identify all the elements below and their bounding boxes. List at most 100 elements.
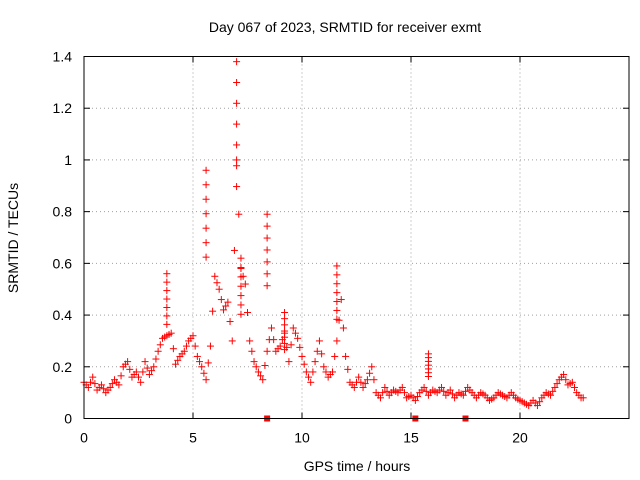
data-point: [241, 280, 249, 288]
data-point: [206, 342, 214, 350]
data-point: [196, 358, 204, 366]
data-point: [549, 387, 557, 395]
grid-lines: [84, 56, 629, 419]
data-point: [189, 332, 197, 340]
data-point: [571, 383, 578, 391]
data-point: [246, 337, 254, 345]
data-point: [302, 368, 310, 376]
data-point: [562, 376, 570, 384]
data-point: [152, 355, 160, 363]
data-point: [202, 181, 210, 189]
data-point: [267, 324, 275, 332]
data-point: [568, 378, 576, 386]
data-point: [533, 402, 541, 410]
data-point: [257, 372, 265, 380]
data-point: [228, 337, 236, 345]
data-point: [145, 371, 153, 379]
data-point: [215, 285, 223, 293]
data-point: [217, 296, 225, 304]
data-point: [361, 380, 369, 388]
data-point: [291, 329, 299, 337]
data-point: [414, 393, 422, 401]
data-point: [281, 339, 289, 347]
data-point: [339, 324, 347, 332]
data-point: [167, 329, 175, 337]
data-point: [281, 333, 289, 341]
data-point: [117, 372, 125, 380]
data-point: [154, 347, 162, 355]
data-point: [357, 378, 365, 386]
x-tick-label: 0: [80, 430, 88, 446]
data-point: [237, 301, 245, 309]
data-point: [202, 224, 210, 232]
data-point: [211, 272, 219, 280]
data-point: [204, 359, 212, 367]
data-point: [400, 389, 408, 397]
data-point: [222, 302, 230, 310]
data-point: [163, 320, 171, 328]
data-point: [200, 369, 208, 377]
data-point: [333, 337, 341, 345]
data-point: [263, 222, 271, 230]
data-point: [254, 368, 262, 376]
data-points: [80, 58, 587, 422]
data-point: [237, 264, 245, 272]
data-point: [263, 210, 271, 218]
data-point: [220, 306, 228, 314]
data-point: [263, 347, 271, 355]
data-point: [191, 342, 199, 350]
data-point: [379, 389, 387, 397]
data-point: [411, 396, 419, 404]
data-point: [84, 383, 92, 391]
data-point: [462, 387, 469, 395]
data-point: [420, 383, 428, 391]
data-point: [281, 327, 289, 335]
y-tick-label: 1.2: [53, 100, 73, 116]
data-point: [226, 318, 234, 326]
data-point: [259, 376, 267, 384]
data-point: [459, 391, 467, 399]
data-point: [132, 368, 140, 376]
data-point: [344, 365, 352, 373]
data-point: [156, 341, 164, 349]
data-point: [97, 381, 105, 389]
data-point: [233, 141, 241, 149]
data-point: [233, 99, 241, 107]
data-point: [233, 183, 241, 191]
data-point: [250, 358, 258, 366]
data-point: [355, 373, 363, 381]
data-point: [148, 367, 156, 375]
data-point: [536, 398, 544, 406]
data-point: [329, 368, 337, 376]
data-point: [313, 347, 321, 355]
data-point: [446, 386, 454, 394]
data-point: [115, 381, 123, 389]
data-point: [285, 358, 293, 366]
y-tick-label: 1.4: [53, 49, 73, 65]
data-point: [202, 166, 210, 174]
axis-ticks: 0 0.2 0.4 0.6 0.8 1 1.2 1.4 0 5 10 15 20: [53, 49, 629, 446]
plot-frame: [83, 56, 630, 419]
data-point: [237, 292, 245, 300]
data-point: [370, 376, 378, 384]
data-point: [169, 345, 177, 353]
data-point: [359, 383, 367, 391]
data-point: [141, 358, 149, 366]
data-point: [237, 310, 245, 318]
y-tick-label: 0.8: [53, 204, 73, 220]
y-tick-label: 0.4: [53, 307, 73, 323]
y-tick-label: 1: [64, 152, 72, 168]
data-point: [244, 308, 251, 316]
data-point: [333, 289, 341, 297]
data-point: [298, 352, 306, 360]
data-point: [106, 383, 114, 391]
data-point: [135, 373, 142, 381]
y-axis-label: SRMTID / TECUs: [5, 183, 21, 293]
data-point: [553, 380, 561, 388]
data-point: [202, 239, 210, 247]
data-point: [307, 378, 315, 386]
data-point: [263, 258, 271, 266]
data-point: [333, 306, 341, 314]
data-point: [224, 298, 232, 306]
data-point: [182, 342, 190, 350]
